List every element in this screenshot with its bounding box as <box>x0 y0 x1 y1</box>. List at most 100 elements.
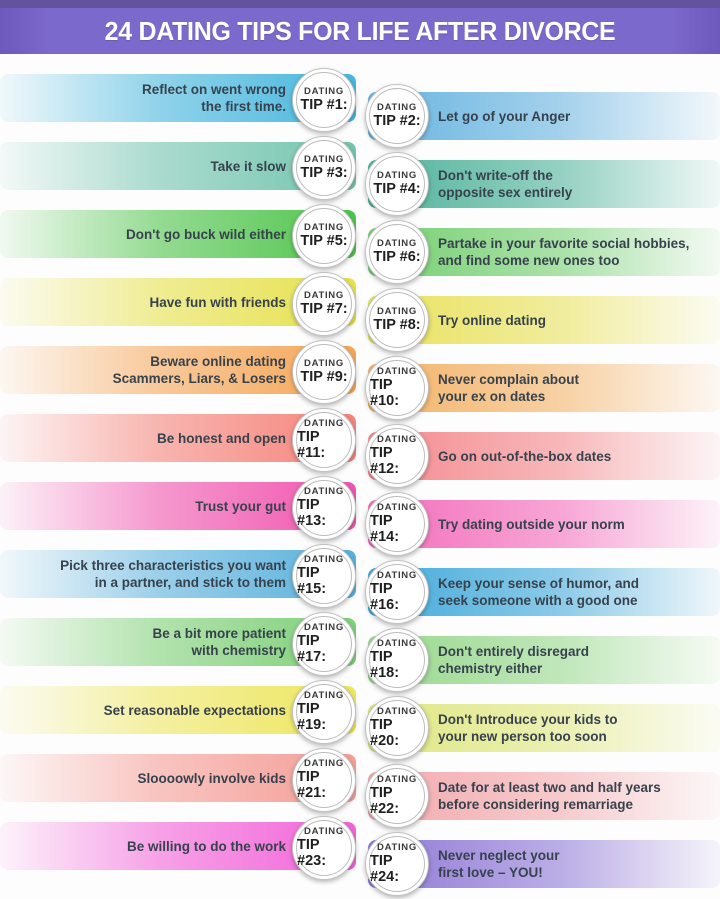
badge-tip-number: TIP #24: <box>370 853 400 885</box>
badge-tip-number: TIP #21: <box>297 769 327 801</box>
tip-text-15: Pick three characteristics you want in a… <box>60 558 286 590</box>
badge-tip-number: TIP #18: <box>370 649 400 681</box>
badge-dating-label: DATING <box>304 418 344 429</box>
tip-badge-24: DATING TIP #24: <box>365 832 429 896</box>
badge-dating-label: DATING <box>304 554 344 565</box>
tip-text-20: Don't Introduce your kids to your new pe… <box>438 712 618 744</box>
tip-text-2: Let go of your Anger <box>438 108 571 124</box>
badge-tip-number: TIP #9: <box>300 369 348 385</box>
tip-row-1: Reflect on went wrong the first time. Le… <box>0 68 720 148</box>
badge-tip-number: TIP #19: <box>297 701 327 733</box>
tip-badge-11: DATING TIP #11: <box>292 408 356 472</box>
badge-dating-label: DATING <box>304 86 344 97</box>
tip-badge-21: DATING TIP #21: <box>292 748 356 812</box>
badge-dating-label: DATING <box>304 154 344 165</box>
tip-text-5: Don't go buck wild either <box>126 226 286 242</box>
tip-badge-18: DATING TIP #18: <box>365 628 429 692</box>
tip-text-13: Trust your gut <box>195 498 286 514</box>
tip-row-5: Beware online dating Scammers, Liars, & … <box>0 340 720 420</box>
tip-badge-22: DATING TIP #22: <box>365 764 429 828</box>
tip-badge-23: DATING TIP #23: <box>292 816 356 880</box>
tip-row-7: Trust your gut Try dating outside your n… <box>0 476 720 556</box>
badge-tip-number: TIP #11: <box>297 429 326 461</box>
badge-dating-label: DATING <box>377 842 417 853</box>
badge-dating-label: DATING <box>304 486 344 497</box>
tip-badge-7: DATING TIP #7: <box>292 272 356 336</box>
badge-tip-number: TIP #14: <box>370 513 400 545</box>
tip-bar-right: Never complain about your ex on dates <box>368 364 720 412</box>
tip-text-1: Reflect on went wrong the first time. <box>141 82 286 114</box>
tip-badge-8: DATING TIP #8: <box>365 288 429 352</box>
badge-tip-number: TIP #5: <box>300 233 348 249</box>
badge-tip-number: TIP #16: <box>370 581 400 613</box>
badge-tip-number: TIP #17: <box>297 633 327 665</box>
top-strip <box>0 0 720 8</box>
badge-tip-number: TIP #22: <box>370 785 400 817</box>
badge-dating-label: DATING <box>377 306 417 317</box>
badge-dating-label: DATING <box>377 170 417 181</box>
tip-bar-right: Let go of your Anger <box>368 92 720 140</box>
tip-row-4: Have fun with friends Try online dating … <box>0 272 720 352</box>
page-title: 24 DATING TIPS FOR LIFE AFTER DIVORCE <box>104 15 616 46</box>
tip-badge-17: DATING TIP #17: <box>292 612 356 676</box>
badge-tip-number: TIP #12: <box>370 445 400 477</box>
tip-text-7: Have fun with friends <box>149 294 286 310</box>
badge-dating-label: DATING <box>304 758 344 769</box>
badge-tip-number: TIP #13: <box>297 497 327 529</box>
badge-tip-number: TIP #2: <box>373 113 421 129</box>
badge-tip-number: TIP #6: <box>373 249 421 265</box>
tip-text-21: Sloooowly involve kids <box>137 770 286 786</box>
badge-tip-number: TIP #20: <box>370 717 400 749</box>
badge-dating-label: DATING <box>377 238 417 249</box>
badge-dating-label: DATING <box>304 690 344 701</box>
tip-text-6: Partake in your favorite social hobbies,… <box>438 236 690 268</box>
tip-text-24: Never neglect your first love – YOU! <box>438 848 560 880</box>
badge-dating-label: DATING <box>304 358 344 369</box>
tip-badge-9: DATING TIP #9: <box>292 340 356 404</box>
tip-badge-3: DATING TIP #3: <box>292 136 356 200</box>
badge-tip-number: TIP #10: <box>370 377 400 409</box>
tip-badge-12: DATING TIP #12: <box>365 424 429 488</box>
badge-dating-label: DATING <box>304 222 344 233</box>
tip-text-4: Don't write-off the opposite sex entirel… <box>438 168 573 200</box>
header-banner: 24 DATING TIPS FOR LIFE AFTER DIVORCE <box>0 8 720 54</box>
tip-text-19: Set reasonable expectations <box>103 702 286 718</box>
tip-bar-right: Never neglect your first love – YOU! <box>368 840 720 888</box>
tip-badge-10: DATING TIP #10: <box>365 356 429 420</box>
tip-text-18: Don't entirely disregard chemistry eithe… <box>438 644 589 676</box>
tip-bar-right: Go on out-of-the-box dates <box>368 432 720 480</box>
tip-text-14: Try dating outside your norm <box>438 516 625 532</box>
tip-badge-20: DATING TIP #20: <box>365 696 429 760</box>
tip-row-12: Be willing to do the work Never neglect … <box>0 816 720 896</box>
badge-tip-number: TIP #15: <box>297 565 327 597</box>
tip-row-11: Sloooowly involve kids Date for at least… <box>0 748 720 828</box>
badge-dating-label: DATING <box>377 706 417 717</box>
tip-badge-5: DATING TIP #5: <box>292 204 356 268</box>
tip-badge-4: DATING TIP #4: <box>365 152 429 216</box>
badge-dating-label: DATING <box>377 570 417 581</box>
tip-badge-6: DATING TIP #6: <box>365 220 429 284</box>
badge-tip-number: TIP #23: <box>297 837 327 869</box>
badge-dating-label: DATING <box>304 622 344 633</box>
tip-row-2: Take it slow Don't write-off the opposit… <box>0 136 720 216</box>
tip-text-3: Take it slow <box>210 158 286 174</box>
badge-dating-label: DATING <box>377 774 417 785</box>
tip-row-9: Be a bit more patient with chemistry Don… <box>0 612 720 692</box>
tip-badge-16: DATING TIP #16: <box>365 560 429 624</box>
tip-text-8: Try online dating <box>438 312 547 328</box>
tip-text-10: Never complain about your ex on dates <box>438 372 580 404</box>
tip-badge-13: DATING TIP #13: <box>292 476 356 540</box>
tip-text-12: Go on out-of-the-box dates <box>438 448 612 464</box>
tip-badge-19: DATING TIP #19: <box>292 680 356 744</box>
badge-dating-label: DATING <box>377 366 417 377</box>
tip-text-22: Date for at least two and half years bef… <box>438 780 661 812</box>
tip-badge-1: DATING TIP #1: <box>292 68 356 132</box>
badge-dating-label: DATING <box>377 102 417 113</box>
badge-tip-number: TIP #8: <box>373 317 421 333</box>
tip-text-23: Be willing to do the work <box>126 838 286 854</box>
tip-row-3: Don't go buck wild either Partake in you… <box>0 204 720 284</box>
badge-tip-number: TIP #7: <box>300 301 348 317</box>
tip-text-17: Be a bit more patient with chemistry <box>152 626 286 658</box>
badge-dating-label: DATING <box>377 502 417 513</box>
